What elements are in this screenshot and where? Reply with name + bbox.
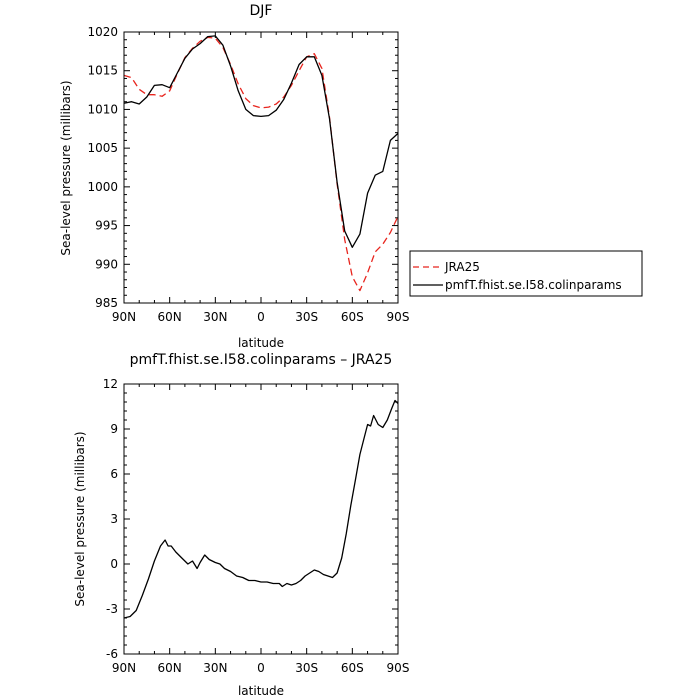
top-ytick-label: 1020 <box>87 25 118 39</box>
top-xtick-label: 60N <box>158 310 182 324</box>
bottom-chart-ylabel: Sea-level pressure (millibars) <box>73 431 87 606</box>
top-xtick-label: 30S <box>295 310 318 324</box>
bottom-plot-frame <box>123 383 399 655</box>
bottom-chart-xlabel: latitude <box>238 684 284 698</box>
top-ytick-label: 1000 <box>87 180 118 194</box>
legend-label-model: pmfT.fhist.se.I58.colinparams <box>445 278 622 292</box>
bottom-plot-area: 90N 60N 30N 0 30S 60S 90S -6 -3 0 3 6 9 12 <box>103 377 410 675</box>
top-ytick-label: 1005 <box>87 141 118 155</box>
bottom-ytick-label: 6 <box>110 467 118 481</box>
bottom-ytick-label: 3 <box>110 512 118 526</box>
top-plot-frame <box>123 31 399 304</box>
top-plot-area: 90N 60N 30N 0 30S 60S 90S 985 990 995 1000 1005 1010… <box>87 25 409 324</box>
top-ytick-label: 1010 <box>87 102 118 116</box>
legend-label-jra25: JRA25 <box>444 260 480 274</box>
top-chart-xlabel: latitude <box>238 336 284 350</box>
bottom-xtick-label: 30S <box>295 661 318 675</box>
bottom-ytick-label: 9 <box>110 422 118 436</box>
legend: JRA25 pmfT.fhist.se.I58.colinparams <box>409 250 643 297</box>
top-chart: DJF Sea-level pressure (millibars) latit… <box>59 3 409 350</box>
bottom-xtick-label: 90N <box>112 661 136 675</box>
top-xtick-label: 90N <box>112 310 136 324</box>
top-chart-ylabel: Sea-level pressure (millibars) <box>59 80 73 255</box>
top-xtick-label: 90S <box>387 310 410 324</box>
bottom-xtick-label: 60S <box>341 661 364 675</box>
bottom-chart: pmfT.fhist.se.I58.colinparams – JRA25 Se… <box>73 352 409 698</box>
bottom-series-line-0 <box>123 399 399 619</box>
bottom-xtick-label: 90S <box>387 661 410 675</box>
top-series-line-0 <box>123 36 399 292</box>
bottom-xtick-label: 0 <box>257 661 265 675</box>
top-ytick-label: 1015 <box>87 64 118 78</box>
bottom-ytick-label: 0 <box>110 557 118 571</box>
bottom-ytick-label: -6 <box>106 647 118 661</box>
top-ytick-label: 995 <box>95 219 118 233</box>
top-ytick-label: 990 <box>95 257 118 271</box>
bottom-xtick-label: 60N <box>158 661 182 675</box>
legend-box <box>409 250 643 297</box>
top-xtick-label: 30N <box>203 310 227 324</box>
bottom-ytick-label: 12 <box>103 377 118 391</box>
top-xtick-label: 60S <box>341 310 364 324</box>
top-xtick-label: 0 <box>257 310 265 324</box>
bottom-ytick-label: -3 <box>106 602 118 616</box>
top-ytick-label: 985 <box>95 296 118 310</box>
top-chart-title: DJF <box>250 3 273 19</box>
top-series-line-1 <box>123 35 399 248</box>
bottom-chart-title: pmfT.fhist.se.I58.colinparams – JRA25 <box>130 352 393 368</box>
bottom-xtick-label: 30N <box>203 661 227 675</box>
